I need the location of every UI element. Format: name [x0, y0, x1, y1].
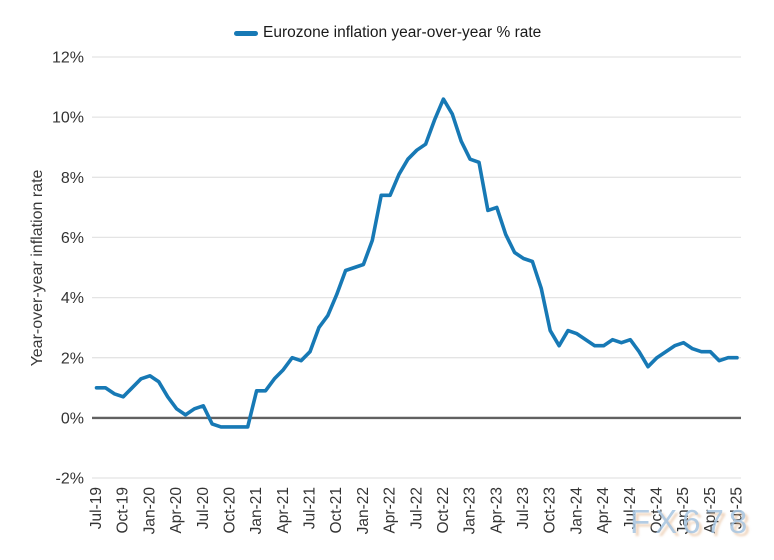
x-tick-label: Jul-19 [88, 487, 105, 529]
x-tick-label: Jan-24 [568, 487, 585, 535]
x-tick-label: Oct-19 [115, 487, 132, 534]
inflation-line-series [94, 97, 739, 429]
x-tick-label: Oct-20 [221, 487, 238, 534]
legend-line-icon [234, 30, 258, 36]
watermark: FX678 [630, 503, 753, 540]
x-tick-label: Jul-25 [729, 487, 746, 529]
x-tick-label: Apr-21 [275, 487, 292, 534]
y-tick-label: 10% [52, 110, 84, 127]
x-tick-label: Jul-24 [622, 487, 639, 530]
x-tick-label: Jul-21 [302, 487, 319, 529]
x-tick-label: Oct-21 [328, 487, 345, 534]
x-tick-label: Jan-25 [675, 487, 692, 534]
legend-label: Eurozone inflation year-over-year % rate [263, 24, 542, 41]
x-tick-label: Jan-20 [141, 487, 158, 535]
x-tick-label: Oct-23 [542, 487, 559, 534]
y-tick-label: 2% [61, 350, 84, 367]
x-tick-label: Apr-20 [168, 487, 185, 534]
x-tick-label: Jan-22 [355, 487, 372, 534]
x-tick-label: Apr-24 [595, 487, 612, 534]
x-tick-label: Apr-22 [382, 487, 399, 534]
y-tick-label: 12% [52, 50, 84, 67]
x-tick-label: Jul-20 [195, 487, 212, 530]
x-tick-label: Oct-22 [435, 487, 452, 534]
x-tick-label: Jan-23 [462, 487, 479, 534]
chart-legend: Eurozone inflation year-over-year % rate [234, 24, 541, 42]
x-tick-label: Jul-22 [408, 487, 425, 529]
x-tick-label: Jan-21 [248, 487, 265, 534]
y-tick-label: 6% [61, 230, 84, 247]
x-tick-label: Oct-24 [648, 487, 665, 534]
x-tick-label: Jul-23 [515, 487, 532, 529]
y-tick-label: 8% [61, 170, 84, 187]
y-tick-label: 0% [61, 411, 84, 428]
x-tick-label: Apr-25 [702, 487, 719, 534]
x-tick-label: Apr-23 [488, 487, 505, 534]
y-tick-label: 4% [61, 290, 84, 307]
y-tick-label: -2% [56, 471, 84, 488]
